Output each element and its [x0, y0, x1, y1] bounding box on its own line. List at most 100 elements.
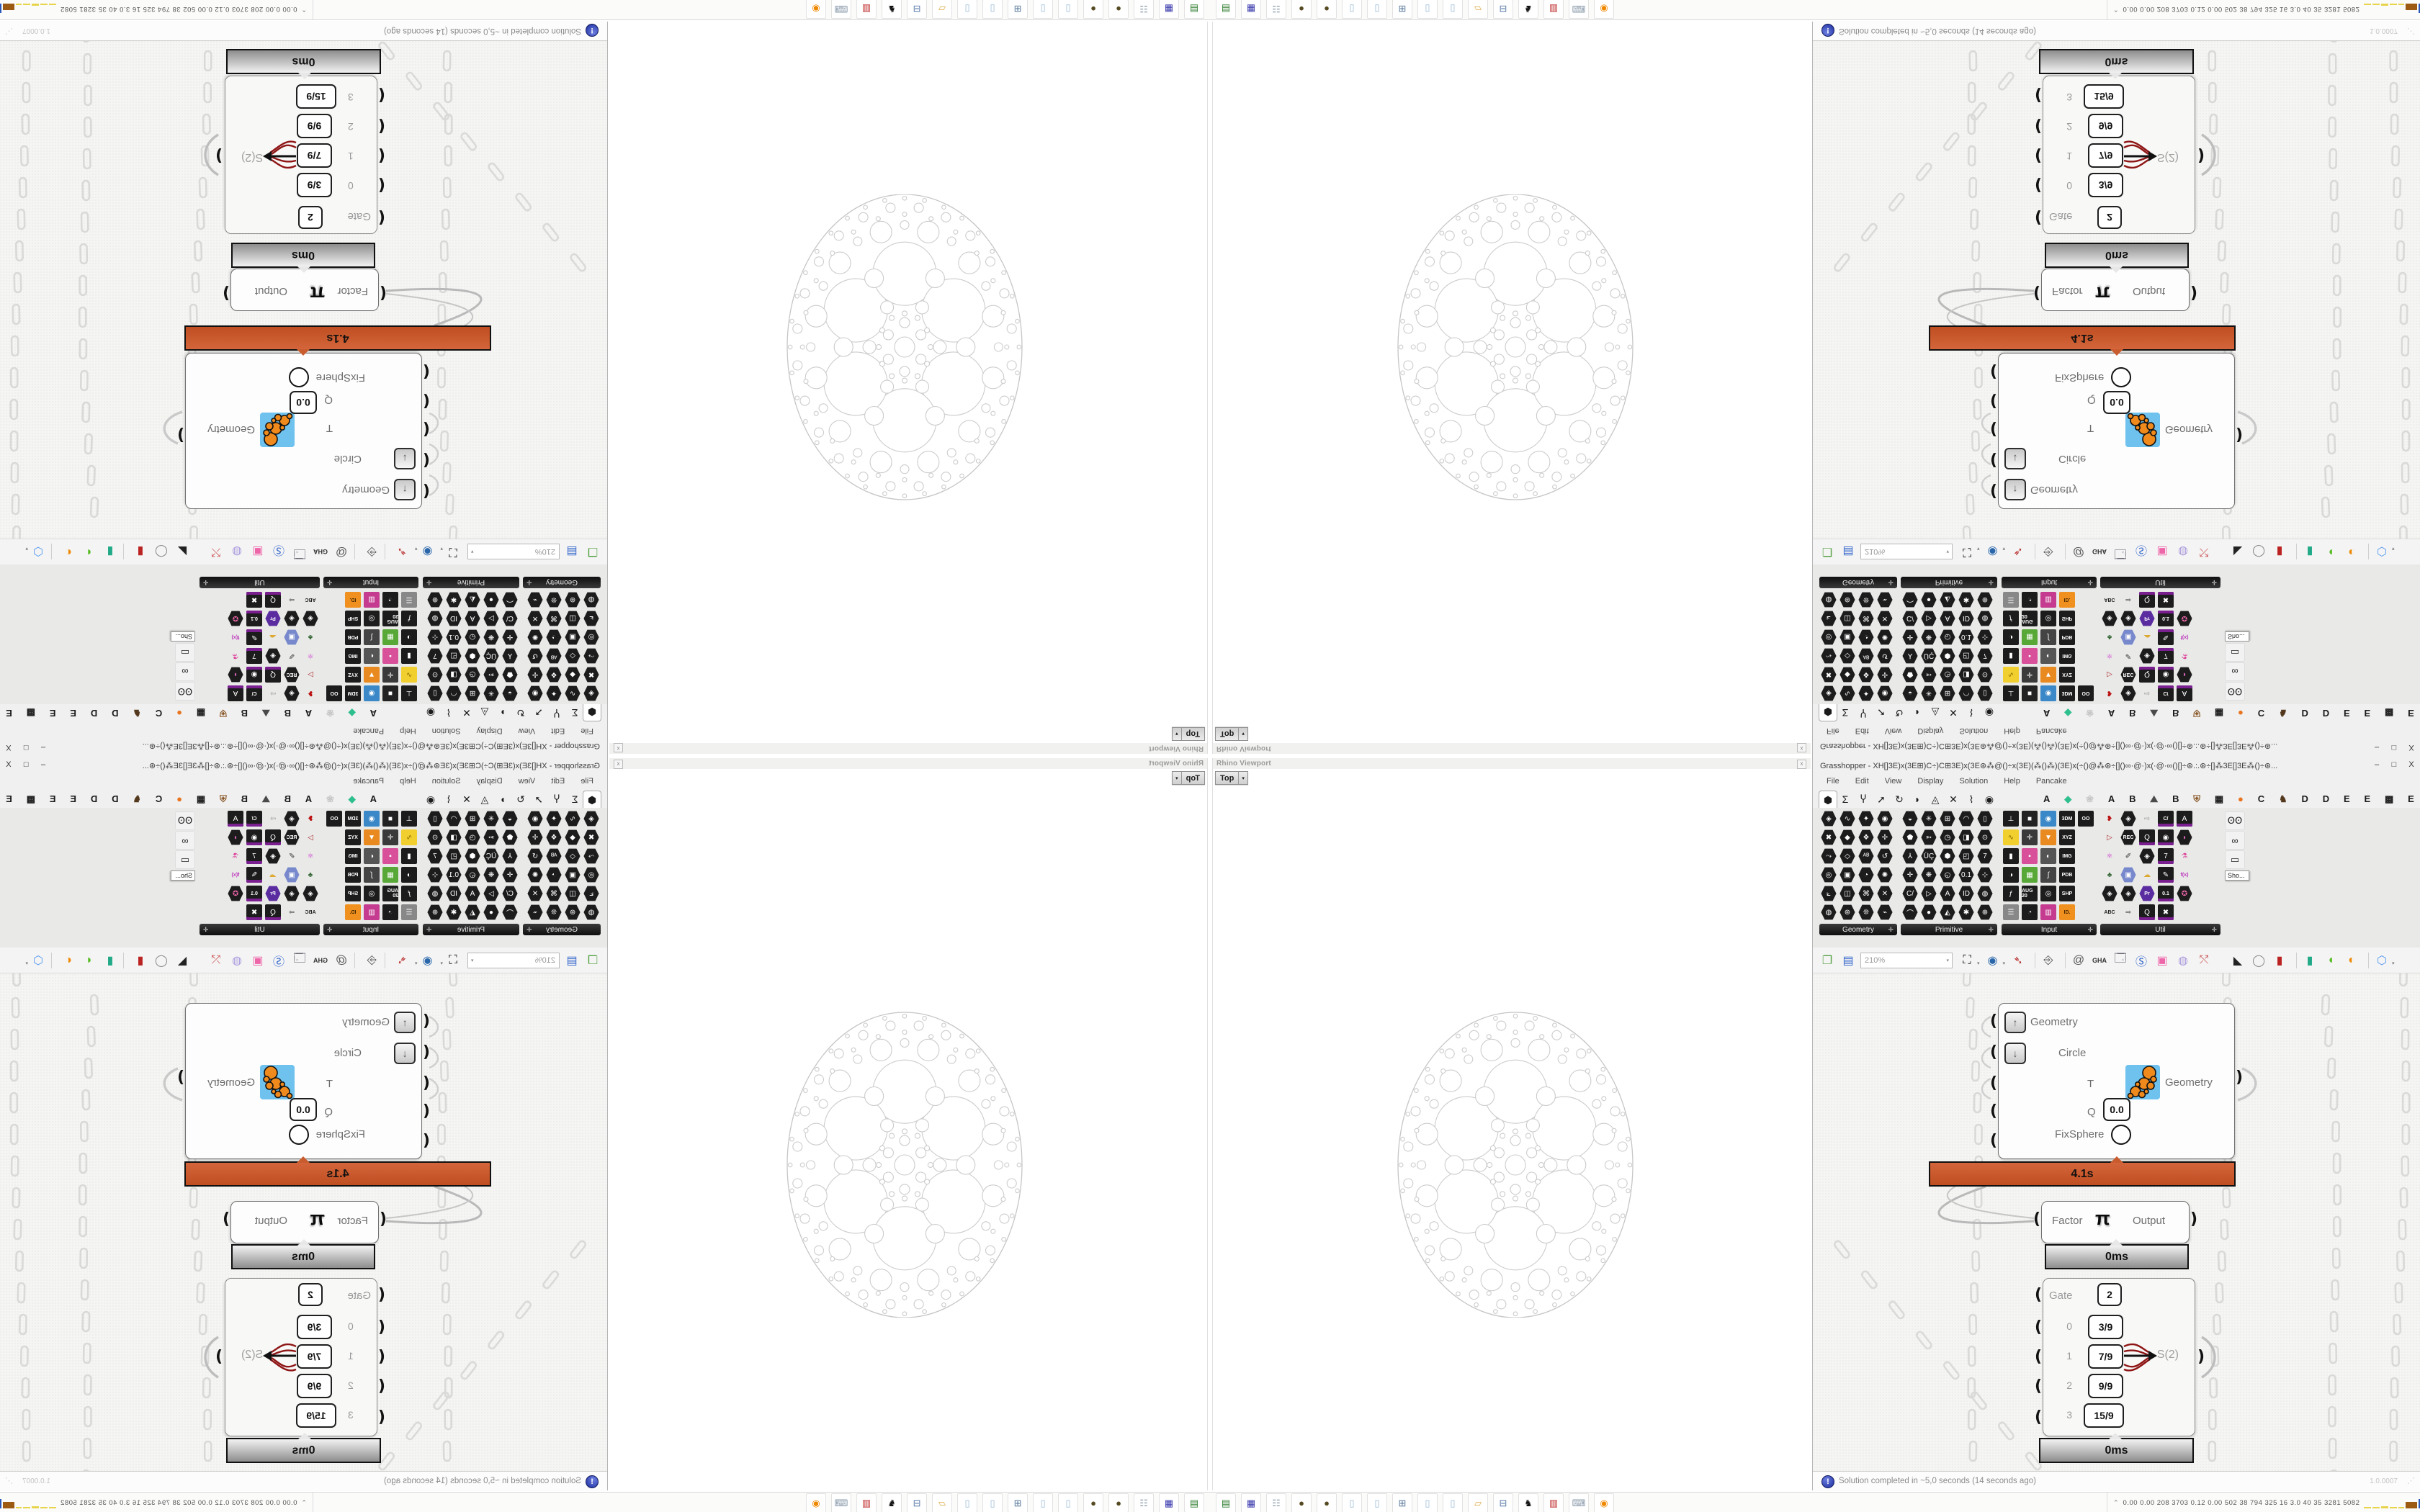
tab-plugin-9[interactable]: ●	[176, 708, 182, 719]
component-icon[interactable]: C/	[246, 811, 262, 827]
red-cylinder-icon[interactable]: ▮	[137, 954, 144, 967]
component-icon[interactable]: ✐	[284, 648, 300, 664]
component-icon[interactable]: ➳	[1921, 667, 1937, 683]
component-icon[interactable]: ♣	[2102, 629, 2118, 645]
component-icon[interactable]: ⌘	[546, 886, 562, 901]
cluster-node[interactable]: ( ( ( ( ( ) ↑ Geometry ↓ Circle T Geomet…	[1990, 353, 2243, 509]
component-icon[interactable]: Q	[265, 667, 281, 683]
component-icon[interactable]: ◉	[1877, 685, 1893, 701]
palette-expand-icon[interactable]: ✛	[526, 579, 532, 587]
component-icon[interactable]: ◭	[465, 904, 480, 920]
component-icon[interactable]: C/	[246, 685, 262, 701]
component-icon[interactable]: ❊	[1858, 904, 1874, 920]
gift-box-icon[interactable]: ▣	[2156, 954, 2168, 967]
component-icon[interactable]: ✎	[2158, 629, 2174, 645]
component-icon[interactable]: ∿	[2003, 829, 2019, 845]
tab-category-1[interactable]: Σ	[571, 793, 578, 805]
component-icon[interactable]: ▼	[364, 829, 380, 845]
blue-hull-icon[interactable]: ⬡	[2377, 954, 2388, 967]
component-icon[interactable]: 0.1	[1958, 629, 1974, 645]
component-icon[interactable]: ID	[1958, 886, 1974, 901]
tab-category-4[interactable]: ↻	[1895, 793, 1904, 805]
red-cylinder-icon[interactable]: ▮	[2276, 954, 2283, 967]
tab-plugin-6[interactable]: B	[241, 708, 248, 719]
component-icon[interactable]: ☰	[401, 592, 417, 608]
tab-plugin-6[interactable]: B	[2172, 793, 2179, 804]
component-icon[interactable]: ⊞	[1940, 811, 1955, 827]
tab-plugin-5[interactable]: ⛰	[2150, 708, 2159, 719]
tab-category-0[interactable]: ⬢	[1819, 791, 1837, 809]
green-cylinder-icon[interactable]: ◖	[86, 953, 93, 966]
minimize-icon[interactable]: –	[40, 743, 46, 752]
close-icon[interactable]: x	[614, 743, 623, 752]
cluster-node[interactable]: ( ( ( ( ( ) ↑ Geometry ↓ Circle T Geomet…	[177, 353, 430, 509]
gha-icon[interactable]: GHA	[313, 548, 328, 556]
menu-view[interactable]: View	[1884, 726, 1902, 735]
wire-cylinder-icon[interactable]: ◯	[2252, 954, 2265, 967]
component-icon[interactable]: SHP	[2059, 611, 2075, 626]
component-icon[interactable]: ✪	[2177, 611, 2192, 626]
calculator-icon[interactable]: ⌨	[1569, 1493, 1589, 1512]
component-icon[interactable]: 7	[246, 848, 262, 864]
shuffle-wires-icon[interactable]: ⤲	[2199, 953, 2209, 966]
down-arrow-button[interactable]: ↓	[394, 448, 416, 469]
component-icon[interactable]: ✺	[1877, 867, 1893, 883]
tab-plugin-7[interactable]: ⛨	[2193, 793, 2201, 804]
palette-expand-icon[interactable]: ✛	[2087, 925, 2093, 933]
component-icon[interactable]: ◎	[1821, 867, 1837, 883]
component-icon[interactable]: ⤳	[1821, 648, 1837, 664]
notepad-icon[interactable]: ▯	[1443, 0, 1463, 19]
search-s-icon[interactable]: Ⓢ	[272, 544, 284, 557]
component-icon[interactable]: ◑	[2003, 629, 2019, 645]
gift-box-icon[interactable]: ▣	[252, 954, 264, 967]
palette-expand-icon[interactable]: ✛	[203, 925, 209, 933]
component-icon[interactable]: ◐	[364, 848, 380, 864]
tab-plugin-14[interactable]: E	[2343, 793, 2350, 804]
gha-icon[interactable]: GHA	[2092, 548, 2107, 556]
tab-category-8[interactable]: ⌇	[446, 707, 452, 719]
blue-hull-icon[interactable]: ⬡	[2377, 545, 2388, 558]
component-icon[interactable]: 7	[1977, 648, 1993, 664]
component-icon[interactable]: ID.	[2059, 904, 2075, 920]
component-icon[interactable]: ◈	[302, 611, 318, 626]
drive-icon[interactable]: ▤	[1184, 0, 1204, 19]
component-icon[interactable]: ❋	[483, 867, 499, 883]
tab-plugin-0[interactable]: A	[369, 793, 377, 804]
fixsphere-toggle[interactable]	[2111, 1125, 2131, 1145]
gift-box-icon[interactable]: ▣	[2156, 545, 2168, 558]
palette-label-input[interactable]: Input ✛	[323, 577, 418, 588]
focus-extents-icon[interactable]: ⛶	[1963, 953, 1971, 966]
component-icon[interactable]	[2078, 886, 2094, 901]
component-icon[interactable]: ⚗	[228, 848, 243, 864]
resize-grip-icon[interactable]: ⋰	[5, 1477, 13, 1485]
tab-category-6[interactable]: ◬	[1931, 793, 1940, 805]
tab-category-3[interactable]: ➚	[534, 707, 543, 719]
chevron-down-icon[interactable]: ▾	[2392, 546, 2395, 552]
tab-plugin-2[interactable]: ❀	[2086, 708, 2094, 719]
component-icon[interactable]: ◵	[1940, 867, 1955, 883]
component-icon[interactable]: ◈	[284, 611, 300, 626]
orange-sphere-icon[interactable]: ◐	[65, 546, 72, 559]
component-icon[interactable]: ❥	[2102, 811, 2118, 827]
menu-help[interactable]: Help	[2004, 726, 2020, 735]
glasses-info-icon[interactable]: ꙨꙨ	[2225, 811, 2245, 830]
menu-view[interactable]: View	[518, 777, 536, 786]
preview-eye-icon[interactable]: ◉	[422, 954, 433, 967]
component-icon[interactable]: ✪	[228, 611, 243, 626]
palette-label-geometry[interactable]: Geometry ✛	[1819, 924, 1897, 935]
component-icon[interactable]: XYZ	[345, 829, 361, 845]
component-icon[interactable]: ▼	[2040, 667, 2056, 683]
component-icon[interactable]: ▷	[483, 886, 499, 901]
component-icon[interactable]: ID	[446, 886, 462, 901]
palette-label-geometry[interactable]: Geometry ✛	[523, 924, 601, 935]
folder-icon[interactable]: ▱	[932, 0, 952, 19]
tab-plugin-15[interactable]: E	[49, 793, 56, 804]
rhino-icon[interactable]: ♞	[1518, 1493, 1538, 1512]
grasshopper-canvas[interactable]: ( ( ( ( ( ) ↑ Geometry ↓ Circle T Geomet…	[1813, 41, 2420, 539]
component-icon[interactable]: ✖	[583, 667, 599, 683]
chevron-down-icon[interactable]: ▾	[1175, 731, 1178, 737]
menu-solution[interactable]: Solution	[431, 726, 461, 735]
component-icon[interactable]: ▼	[2040, 829, 2056, 845]
component-icon[interactable]: ◍	[583, 592, 599, 608]
component-icon[interactable]: ●	[483, 592, 499, 608]
